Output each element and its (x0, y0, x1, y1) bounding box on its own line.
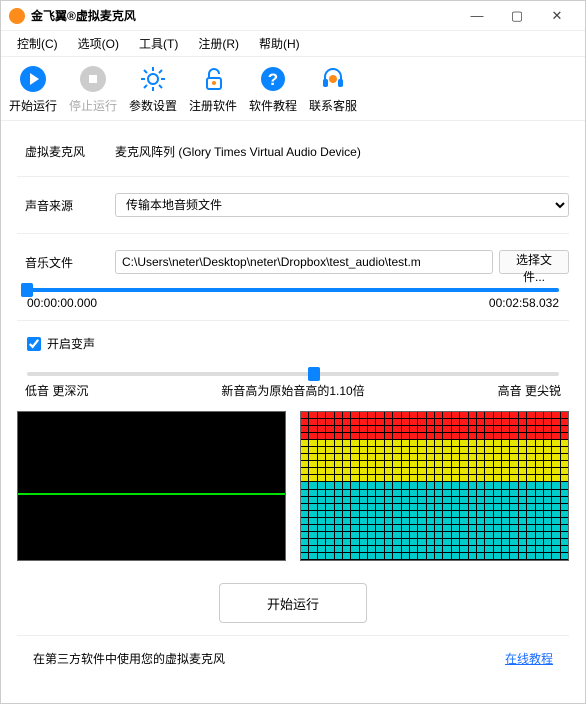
pitch-center-label: 新音高为原始音高的1.10倍 (221, 382, 364, 399)
row-source: 声音来源 传输本地音频文件 (17, 193, 569, 217)
svg-text:?: ? (268, 70, 278, 89)
total-time: 00:02:58.032 (489, 296, 559, 310)
virtual-mic-value: 麦克风阵列 (Glory Times Virtual Audio Device) (115, 143, 569, 160)
app-window: 金飞翼®虚拟麦克风 — ▢ ✕ 控制(C) 选项(O) 工具(T) 注册(R) … (0, 0, 586, 704)
menubar: 控制(C) 选项(O) 工具(T) 注册(R) 帮助(H) (1, 31, 585, 57)
minimize-button[interactable]: — (457, 8, 497, 23)
waveform-line (18, 493, 285, 495)
pitch-checkbox-row[interactable]: 开启变声 (17, 335, 569, 352)
window-title: 金飞翼®虚拟麦克风 (31, 7, 457, 24)
tb-register-label: 注册软件 (183, 97, 243, 114)
unlock-icon (197, 63, 229, 95)
spectrum-grid (301, 412, 568, 560)
menu-register[interactable]: 注册(R) (188, 31, 249, 56)
menu-help[interactable]: 帮助(H) (249, 31, 310, 56)
source-label: 声音来源 (17, 197, 115, 214)
tb-start[interactable]: 开始运行 (3, 61, 63, 118)
pitch-high-label: 高音 更尖锐 (498, 382, 561, 399)
app-logo-icon (9, 8, 25, 24)
file-input[interactable] (115, 250, 493, 274)
source-select[interactable]: 传输本地音频文件 (115, 193, 569, 217)
tb-stop: 停止运行 (63, 61, 123, 118)
tb-support[interactable]: 联系客服 (303, 61, 363, 118)
stop-icon (77, 63, 109, 95)
toolbar: 开始运行 停止运行 参数设置 注册软件 ? 软件教程 (1, 57, 585, 121)
menu-options[interactable]: 选项(O) (68, 31, 129, 56)
row-file: 音乐文件 选择文件... (17, 250, 569, 274)
footer-hint: 在第三方软件中使用您的虚拟麦克风 (33, 650, 225, 667)
menu-tools[interactable]: 工具(T) (129, 31, 188, 56)
pitch-slider[interactable] (17, 366, 569, 376)
question-icon: ? (257, 63, 289, 95)
time-row: 00:00:00.000 00:02:58.032 (17, 292, 569, 312)
footer-link[interactable]: 在线教程 (505, 650, 553, 667)
divider (17, 233, 569, 234)
playback-thumb[interactable] (21, 283, 33, 297)
waveform-visualizer (17, 411, 286, 561)
start-button[interactable]: 开始运行 (219, 583, 367, 623)
row-virtual-mic: 虚拟麦克风 麦克风阵列 (Glory Times Virtual Audio D… (17, 143, 569, 160)
tb-stop-label: 停止运行 (63, 97, 123, 114)
playback-slider[interactable] (17, 282, 569, 292)
tb-start-label: 开始运行 (3, 97, 63, 114)
close-button[interactable]: ✕ (537, 8, 577, 24)
visualizer-row (17, 411, 569, 561)
footer: 在第三方软件中使用您的虚拟麦克风 在线教程 (17, 635, 569, 679)
tb-register[interactable]: 注册软件 (183, 61, 243, 118)
pitch-checkbox[interactable] (27, 337, 41, 351)
virtual-mic-label: 虚拟麦克风 (17, 143, 115, 160)
gear-icon (137, 63, 169, 95)
menu-control[interactable]: 控制(C) (7, 31, 68, 56)
tb-settings[interactable]: 参数设置 (123, 61, 183, 118)
tb-tutorial[interactable]: ? 软件教程 (243, 61, 303, 118)
pitch-labels: 低音 更深沉 新音高为原始音高的1.10倍 高音 更尖锐 (17, 376, 569, 399)
file-browse-button[interactable]: 选择文件... (499, 250, 569, 274)
tb-settings-label: 参数设置 (123, 97, 183, 114)
play-icon (17, 63, 49, 95)
pitch-low-label: 低音 更深沉 (25, 382, 88, 399)
headset-icon (317, 63, 349, 95)
divider (17, 176, 569, 177)
titlebar: 金飞翼®虚拟麦克风 — ▢ ✕ (1, 1, 585, 31)
divider (17, 320, 569, 321)
file-label: 音乐文件 (17, 254, 115, 271)
current-time: 00:00:00.000 (27, 296, 97, 310)
tb-tutorial-label: 软件教程 (243, 97, 303, 114)
pitch-checkbox-label: 开启变声 (47, 335, 95, 352)
pitch-thumb[interactable] (308, 367, 320, 381)
spectrum-visualizer (300, 411, 569, 561)
content-area: 虚拟麦克风 麦克风阵列 (Glory Times Virtual Audio D… (1, 121, 585, 703)
tb-support-label: 联系客服 (303, 97, 363, 114)
maximize-button[interactable]: ▢ (497, 8, 537, 24)
